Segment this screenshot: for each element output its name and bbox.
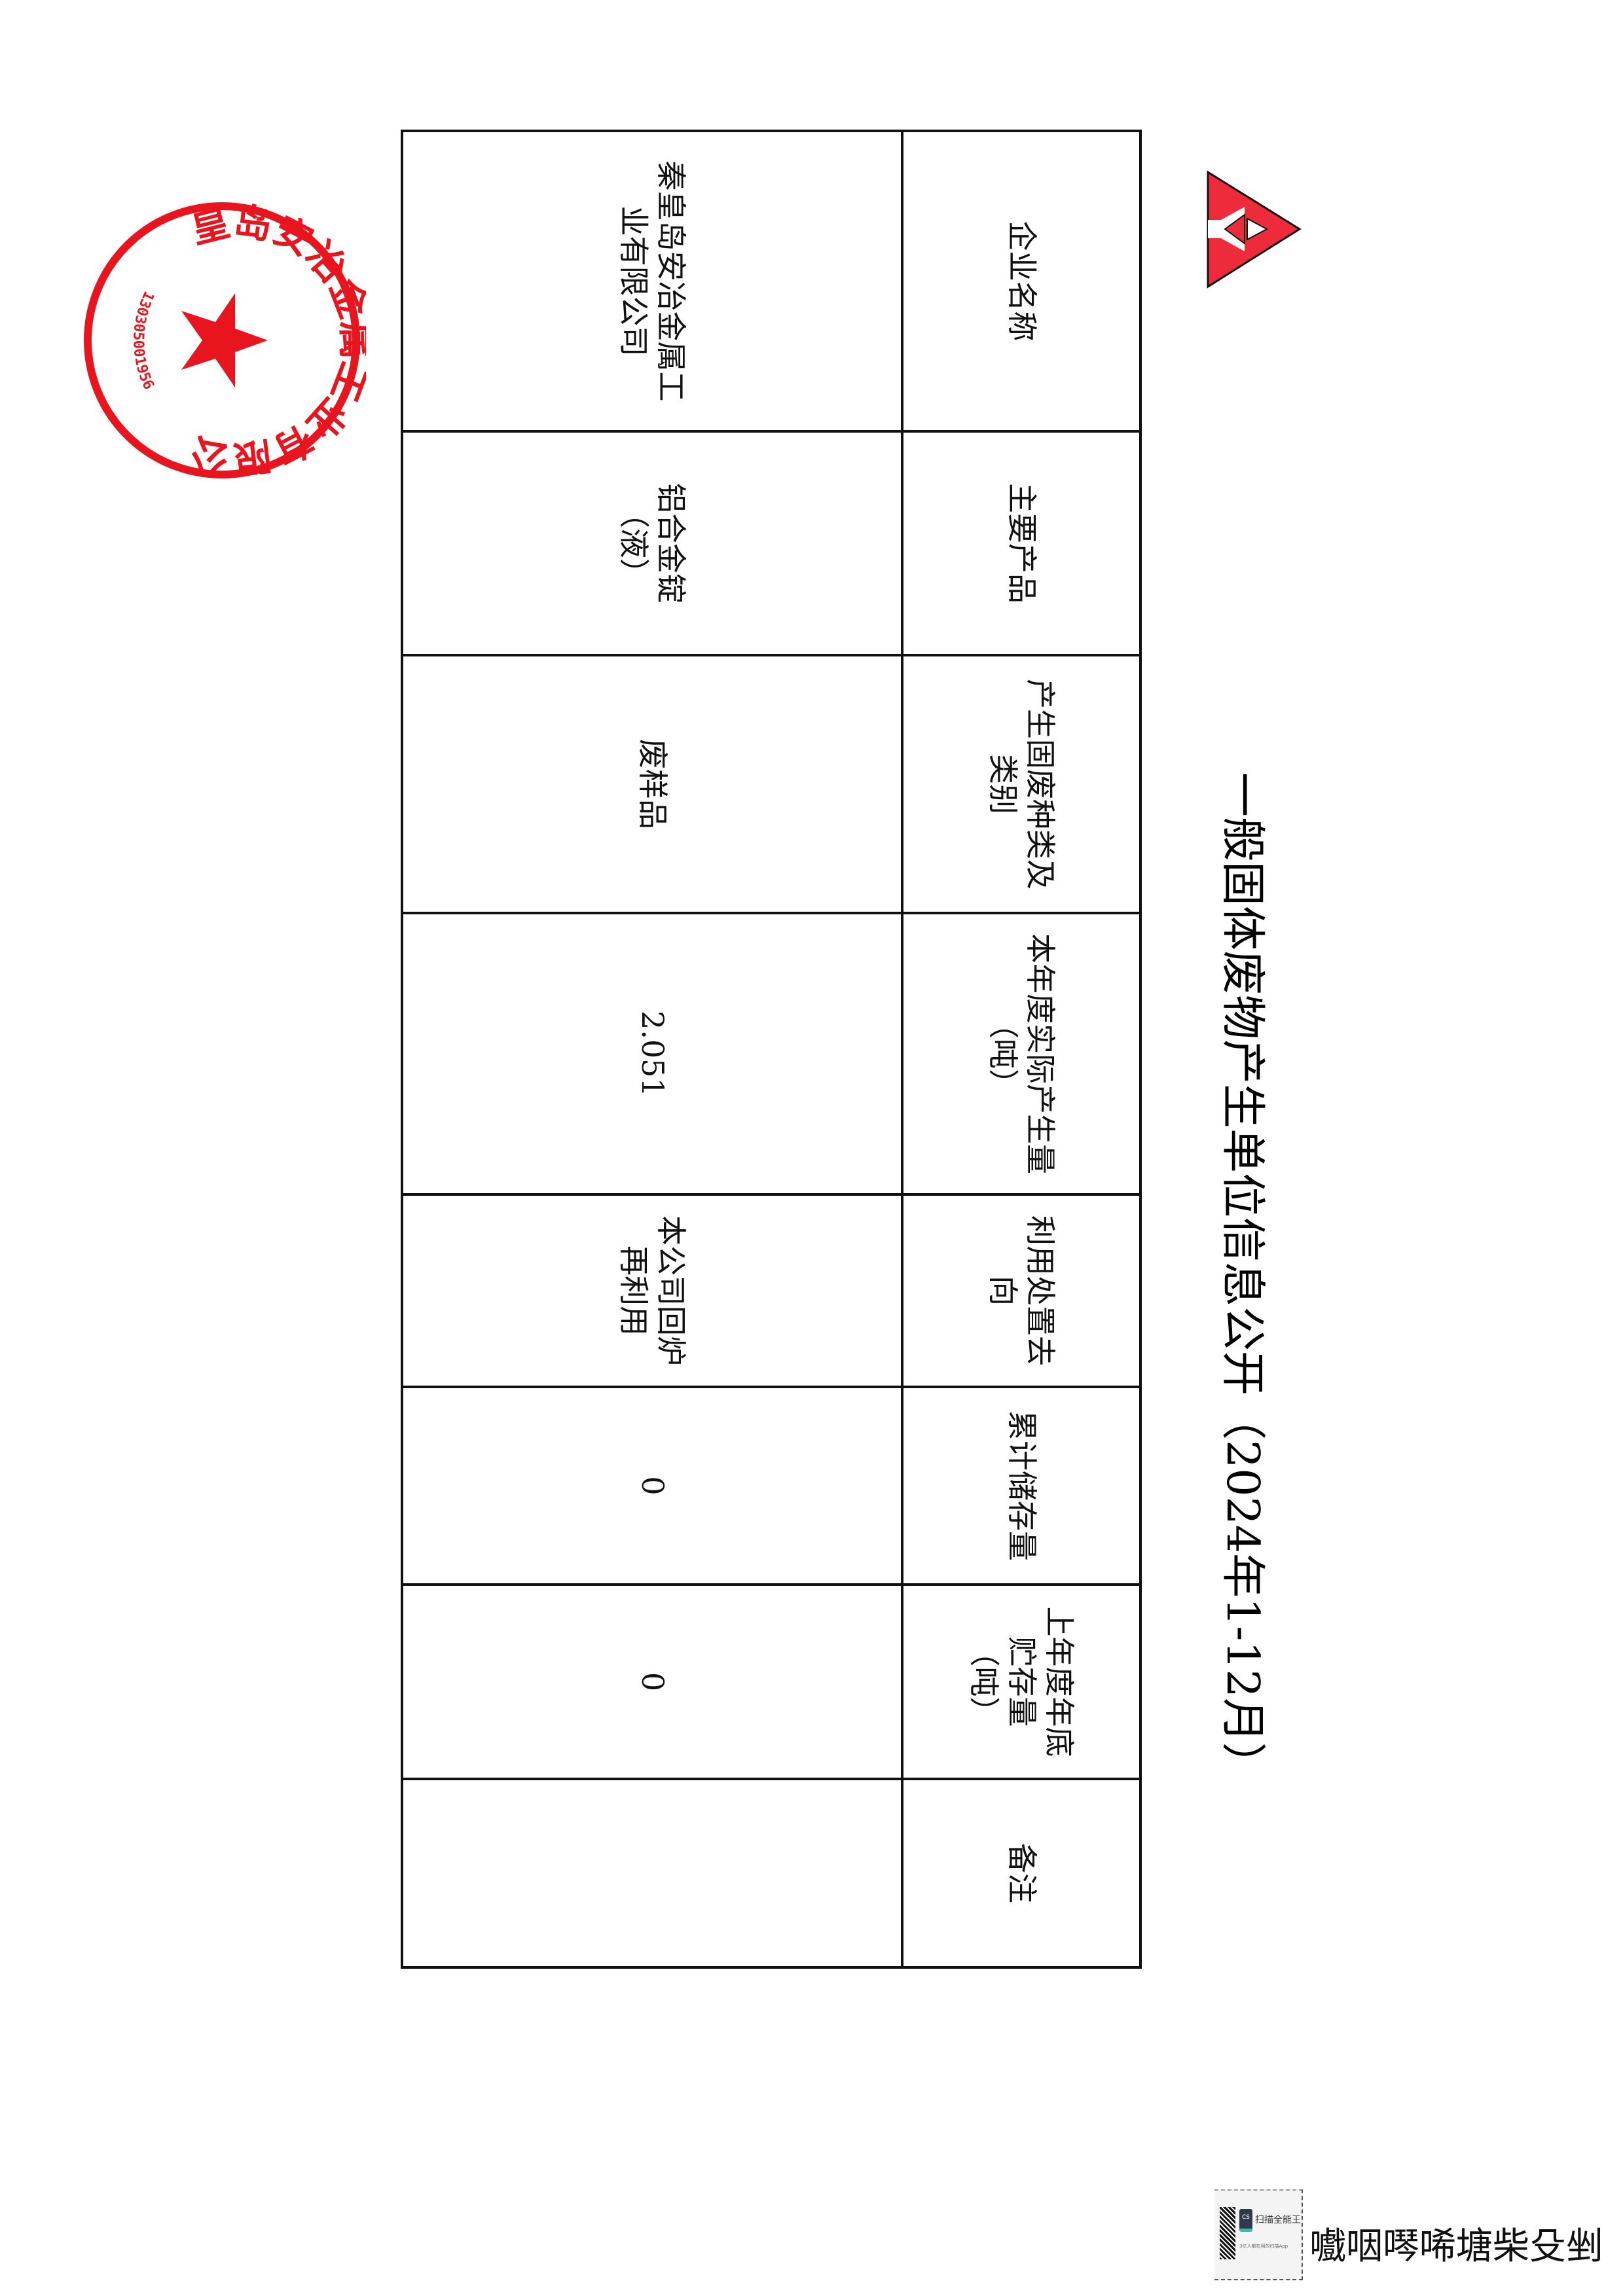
header-cumulative-storage: 累计储存量 — [902, 1387, 1140, 1585]
cell-remarks — [402, 1779, 902, 1967]
star-icon — [181, 293, 268, 387]
scanner-footer: CS 扫描全能王 3亿人都在用的扫描App 嚱咽噖唏塘柴殳剉 — [1214, 2189, 1607, 2281]
header-company-name: 企业名称 — [902, 131, 1140, 431]
seal-text: 秦皇岛安冶金属工业有限公司 — [187, 196, 366, 482]
camscanner-name: 扫描全能王 — [1255, 2215, 1301, 2225]
svg-text:130305001956: 130305001956 — [130, 289, 157, 392]
header-annual-amount: 本年度实际产生量（吨） — [902, 913, 1140, 1194]
camscanner-tagline: 3亿人都在用的扫描App — [1239, 2244, 1288, 2249]
cell-disposal: 本公司回炉再利用 — [402, 1194, 902, 1387]
company-seal: 秦皇岛安冶金属工业有限公司 130305001956 — [84, 196, 366, 482]
company-logo-icon — [1207, 170, 1302, 289]
cell-company-name: 秦皇岛安冶金属工业有限公司 — [402, 131, 902, 431]
cell-last-year-storage: 0 — [402, 1585, 902, 1779]
footer-text: 嚱咽噖唏塘柴殳剉 — [1309, 2225, 1603, 2268]
waste-info-table: 企业名称 主要产品 产生固废种类及类别 本年度实际产生量（吨） 利用处置去向 累… — [401, 130, 1142, 1969]
qr-code-icon — [1220, 2207, 1235, 2259]
svg-text:秦皇岛安冶金属工业有限公司: 秦皇岛安冶金属工业有限公司 — [187, 196, 366, 482]
cell-waste-type: 废样品 — [402, 655, 902, 913]
cell-main-product: 铝合金锭（液） — [402, 431, 902, 655]
table-header-row: 企业名称 主要产品 产生固废种类及类别 本年度实际产生量（吨） 利用处置去向 累… — [902, 131, 1140, 1967]
seal-number: 130305001956 — [130, 289, 157, 392]
camscanner-logo-icon: CS — [1239, 2209, 1252, 2232]
header-disposal: 利用处置去向 — [902, 1194, 1140, 1387]
cell-annual-amount: 2.051 — [402, 913, 902, 1194]
header-remarks: 备注 — [902, 1779, 1140, 1967]
header-main-product: 主要产品 — [902, 431, 1140, 655]
document-title: 一般固体废物产生单位信息公开（2024年1-12月） — [1216, 772, 1268, 1787]
table-row: 秦皇岛安冶金属工业有限公司 铝合金锭（液） 废样品 2.051 本公司回炉再利用… — [402, 131, 902, 1967]
header-last-year-storage: 上年度年底贮存量（吨） — [902, 1585, 1140, 1779]
cell-cumulative-storage: 0 — [402, 1387, 902, 1585]
camscanner-watermark: CS 扫描全能王 3亿人都在用的扫描App — [1214, 2189, 1303, 2280]
header-waste-type: 产生固废种类及类别 — [902, 655, 1140, 913]
